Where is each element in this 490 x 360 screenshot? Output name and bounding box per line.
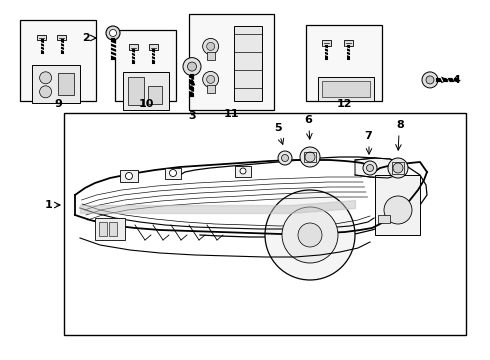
Circle shape bbox=[207, 75, 215, 84]
Polygon shape bbox=[355, 158, 398, 178]
Circle shape bbox=[298, 223, 322, 247]
Circle shape bbox=[240, 168, 246, 174]
Bar bbox=[58, 73, 74, 95]
Circle shape bbox=[363, 161, 377, 175]
Bar bbox=[148, 86, 162, 104]
Bar bbox=[235, 166, 251, 177]
Bar bbox=[129, 44, 138, 50]
Circle shape bbox=[367, 165, 373, 171]
Circle shape bbox=[207, 42, 215, 50]
Circle shape bbox=[170, 170, 176, 176]
Circle shape bbox=[188, 62, 196, 71]
Text: 4: 4 bbox=[452, 75, 460, 85]
Circle shape bbox=[265, 190, 355, 280]
Text: 6: 6 bbox=[304, 115, 312, 125]
Bar bbox=[20, 20, 96, 101]
Bar bbox=[207, 85, 215, 93]
Bar bbox=[149, 44, 158, 50]
Circle shape bbox=[106, 26, 120, 40]
Bar bbox=[57, 35, 66, 40]
Text: 12: 12 bbox=[336, 99, 352, 109]
Bar bbox=[123, 72, 169, 109]
Bar bbox=[375, 175, 420, 235]
Text: 7: 7 bbox=[364, 131, 372, 141]
Bar bbox=[115, 30, 176, 101]
Bar bbox=[99, 222, 107, 236]
Text: 2: 2 bbox=[82, 33, 90, 43]
Circle shape bbox=[422, 72, 438, 88]
Bar bbox=[64, 113, 465, 335]
Bar bbox=[304, 152, 316, 162]
Text: 3: 3 bbox=[188, 111, 196, 121]
Bar bbox=[318, 77, 374, 101]
Circle shape bbox=[203, 39, 219, 54]
Bar bbox=[109, 222, 117, 236]
Bar bbox=[378, 215, 390, 223]
Bar bbox=[165, 168, 181, 179]
Circle shape bbox=[109, 30, 117, 36]
Bar bbox=[207, 53, 215, 60]
Bar bbox=[392, 162, 404, 174]
Circle shape bbox=[125, 172, 132, 180]
Bar bbox=[37, 35, 46, 40]
Circle shape bbox=[388, 158, 408, 178]
Text: 10: 10 bbox=[138, 99, 154, 109]
Bar bbox=[95, 218, 125, 240]
Bar bbox=[128, 77, 144, 104]
Text: 1: 1 bbox=[44, 200, 52, 210]
Bar bbox=[120, 170, 138, 182]
Text: 11: 11 bbox=[223, 109, 239, 119]
Bar bbox=[344, 40, 353, 46]
Circle shape bbox=[278, 151, 292, 165]
Circle shape bbox=[300, 147, 320, 167]
Circle shape bbox=[40, 72, 51, 84]
Circle shape bbox=[305, 152, 315, 162]
Circle shape bbox=[183, 58, 201, 76]
Circle shape bbox=[426, 76, 434, 84]
Circle shape bbox=[393, 163, 403, 173]
Circle shape bbox=[281, 154, 289, 162]
Bar bbox=[322, 81, 370, 97]
Text: 5: 5 bbox=[274, 123, 282, 133]
Text: 9: 9 bbox=[54, 99, 62, 109]
Text: 8: 8 bbox=[396, 120, 404, 130]
Bar bbox=[306, 25, 382, 101]
Circle shape bbox=[282, 207, 338, 263]
Circle shape bbox=[203, 71, 219, 87]
Bar bbox=[322, 40, 331, 46]
Bar bbox=[189, 14, 274, 110]
Bar bbox=[234, 26, 262, 102]
Circle shape bbox=[40, 86, 51, 98]
Bar bbox=[31, 65, 79, 103]
Circle shape bbox=[384, 196, 412, 224]
